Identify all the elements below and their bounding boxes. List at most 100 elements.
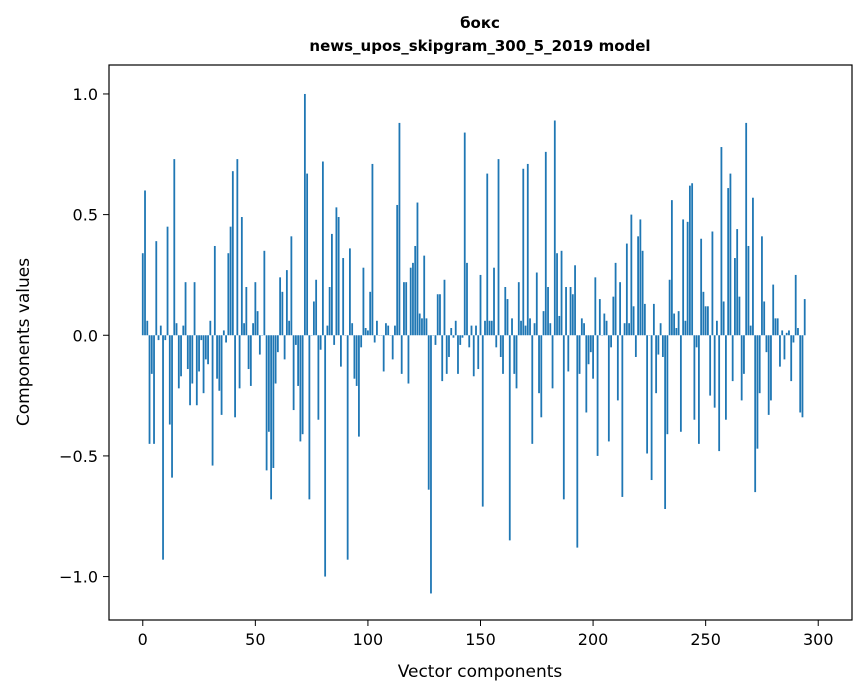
bar-273 [756,335,759,449]
bar-246 [695,335,698,348]
bar-180 [547,287,549,336]
bar-228 [655,335,658,394]
bar-7 [157,335,160,341]
bar-44 [240,217,243,336]
bar-197 [585,335,588,413]
bar-113 [396,204,399,336]
bar-293 [801,335,804,418]
bar-100 [367,330,369,336]
bar-114 [398,122,401,336]
bar-141 [459,335,462,345]
bar-201 [594,277,597,336]
bar-263 [734,258,736,336]
bar-51 [256,311,259,336]
bar-288 [790,335,793,382]
bar-49 [252,323,254,336]
bar-226 [650,335,653,481]
plot-frame [108,64,853,621]
bar-30 [209,320,212,336]
bar-38 [227,253,230,336]
bar-92 [349,248,351,336]
bar-101 [369,291,372,336]
bar-63 [283,335,286,360]
bar-272 [754,335,757,493]
bar-116 [403,282,405,336]
bar-102 [371,163,374,336]
bar-160 [502,335,504,374]
bar-264 [736,229,739,336]
bar-174 [533,323,536,336]
bar-189 [567,335,570,372]
bar-240 [682,219,685,336]
bar-236 [673,313,676,336]
bar-216 [628,323,630,336]
bar-222 [641,250,644,336]
bar-243 [688,185,691,336]
bar-27 [202,335,205,394]
bar-118 [407,335,410,384]
bar-280 [772,284,775,336]
bar-248 [700,238,703,336]
x-tick-label: 100 [353,630,384,649]
bar-81 [324,335,327,577]
bar-41 [234,335,236,418]
bar-57 [270,335,273,500]
bar-153 [486,173,489,336]
bar-4 [150,335,153,374]
bar-21 [189,335,191,406]
bar-16 [177,335,180,389]
bar-238 [677,311,680,336]
bar-290 [794,274,797,336]
bar-80 [321,161,324,336]
bar-119 [409,267,412,336]
bar-50 [254,282,257,336]
bar-192 [574,265,576,336]
bar-177 [540,335,543,418]
bar-284 [781,330,784,336]
bar-108 [385,323,387,336]
bar-99 [364,328,367,336]
bar-187 [562,335,565,500]
bar-217 [630,214,633,336]
bar-202 [596,335,599,456]
bar-117 [405,282,408,336]
bar-131 [436,294,439,336]
bar-171 [526,163,529,336]
bar-157 [495,335,498,348]
bar-173 [531,335,534,444]
bar-54 [263,250,266,336]
bar-167 [517,282,520,336]
y-axis-label: Components values [14,258,34,426]
bar-133 [441,335,444,382]
bar-130 [434,335,437,345]
bar-166 [515,335,518,389]
bar-194 [578,335,581,374]
x-axis-ticks: 0 50 100 150 200 250 300 [138,620,834,649]
bar-237 [675,328,678,336]
bar-112 [394,325,396,336]
bar-203 [598,299,601,336]
bar-159 [499,335,502,357]
bar-23 [193,282,196,336]
bar-260 [727,188,730,336]
bar-32 [213,245,216,336]
bar-134 [443,279,446,336]
bar-185 [558,315,561,336]
bar-48 [249,335,252,386]
bar-140 [457,335,459,374]
bar-219 [634,335,637,357]
bar-232 [664,335,667,509]
bar-215 [625,243,628,336]
bar-252 [709,335,712,396]
bar-151 [481,335,484,507]
bar-152 [484,320,486,336]
bar-286 [785,332,788,336]
bar-184 [556,253,558,336]
bar-55 [265,335,268,471]
bar-274 [758,335,761,394]
bar-190 [569,287,572,336]
x-tick-label: 200 [578,630,609,649]
bar-143 [463,132,466,336]
bar-193 [576,335,579,548]
bar-146 [470,325,473,336]
